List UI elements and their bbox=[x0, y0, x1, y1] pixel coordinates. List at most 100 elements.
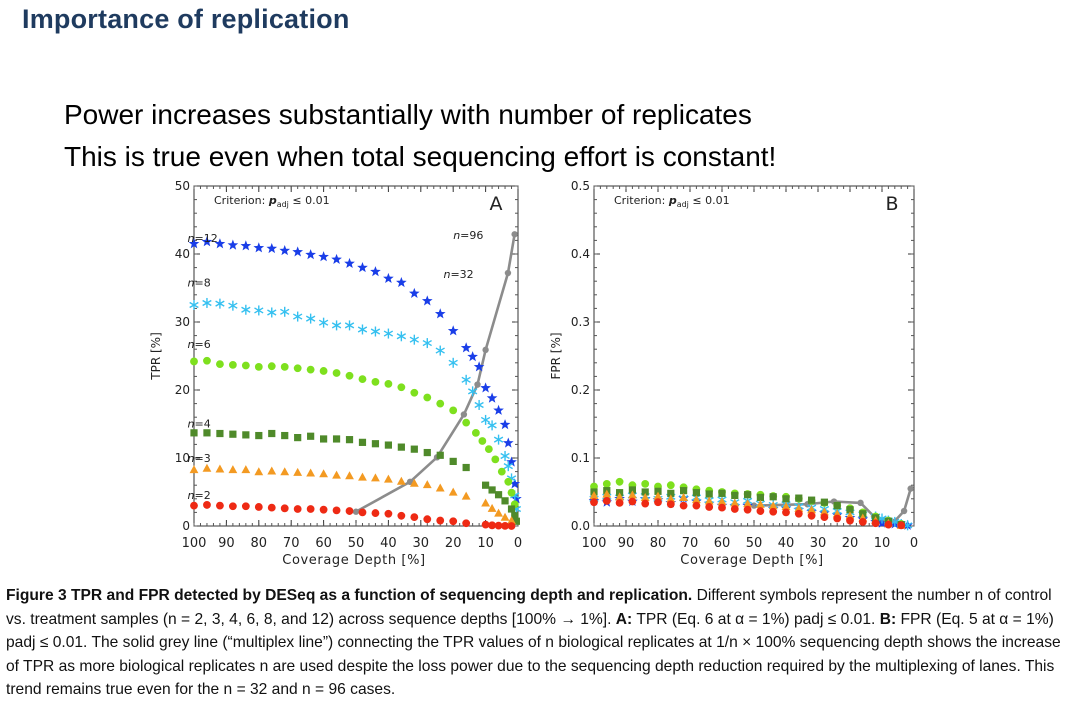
y-tick-label: 0.4 bbox=[571, 247, 590, 261]
annotation-value: =2 bbox=[195, 489, 211, 502]
square-marker bbox=[436, 451, 444, 459]
asterisk-marker bbox=[467, 386, 478, 397]
circle-marker bbox=[332, 369, 341, 377]
asterisk-stroke bbox=[422, 339, 432, 347]
circle-marker bbox=[858, 518, 867, 526]
triangle-marker bbox=[666, 494, 676, 503]
star-marker bbox=[331, 253, 342, 264]
caption-label-a: A: bbox=[615, 610, 633, 628]
circle-marker bbox=[615, 498, 624, 507]
circle-marker bbox=[358, 375, 367, 384]
circle-marker bbox=[280, 362, 289, 371]
star-marker bbox=[434, 308, 446, 319]
triangle-marker bbox=[371, 473, 380, 482]
asterisk-marker bbox=[500, 450, 510, 461]
triangle-marker bbox=[494, 508, 503, 517]
triangle-marker bbox=[448, 487, 458, 496]
circle-marker bbox=[254, 503, 263, 511]
annotation-n: n bbox=[188, 232, 195, 245]
circle-marker bbox=[306, 505, 315, 513]
series-annotation: n=32 bbox=[443, 268, 473, 281]
triangle-marker bbox=[717, 497, 727, 506]
circle-marker bbox=[216, 501, 224, 510]
star-marker bbox=[499, 419, 511, 430]
asterisk-marker bbox=[267, 307, 277, 318]
asterisk-stroke bbox=[448, 359, 458, 366]
asterisk-marker bbox=[370, 326, 381, 337]
circle-marker bbox=[345, 371, 354, 380]
multiplex-point bbox=[900, 507, 908, 515]
circle-marker bbox=[718, 503, 726, 512]
triangle-marker bbox=[756, 499, 765, 508]
panel-label: A bbox=[490, 193, 503, 215]
annotation-n: n bbox=[188, 277, 195, 290]
circle-marker bbox=[501, 521, 509, 530]
circle-marker bbox=[332, 506, 341, 515]
circle-marker bbox=[641, 499, 650, 508]
series-annotation: n=96 bbox=[453, 229, 483, 242]
square-marker bbox=[307, 432, 315, 440]
star-marker bbox=[509, 478, 521, 489]
asterisk-marker bbox=[409, 334, 420, 345]
triangle-marker bbox=[500, 512, 510, 521]
star-marker bbox=[266, 242, 278, 254]
asterisk-stroke bbox=[474, 401, 484, 409]
circle-marker bbox=[384, 509, 393, 518]
square-marker bbox=[320, 435, 328, 443]
square-marker bbox=[501, 497, 509, 505]
asterisk-stroke bbox=[254, 307, 264, 314]
series-n-2 bbox=[590, 496, 906, 530]
caption-title: TPR and FPR detected by DESeq as a funct… bbox=[71, 587, 693, 604]
criterion-subscript: adj bbox=[277, 200, 289, 209]
square-marker bbox=[718, 489, 726, 497]
star-marker bbox=[473, 361, 485, 372]
star-marker bbox=[486, 392, 498, 403]
bullet-list: Power increases substantially with numbe… bbox=[64, 94, 776, 178]
circle-marker bbox=[820, 513, 829, 522]
circle-marker bbox=[267, 362, 276, 371]
y-tick-label: 0.5 bbox=[571, 179, 590, 193]
asterisk-stroke bbox=[503, 463, 513, 470]
triangle-marker bbox=[332, 470, 341, 479]
asterisk-stroke bbox=[493, 436, 504, 443]
circle-marker bbox=[705, 503, 714, 511]
triangle-marker bbox=[228, 465, 238, 474]
star-marker bbox=[370, 266, 381, 277]
series-n-12 bbox=[188, 236, 522, 504]
series-annotation: n=4 bbox=[188, 417, 211, 430]
asterisk-stroke bbox=[500, 452, 510, 460]
triangle-marker bbox=[640, 493, 650, 502]
circle-marker bbox=[484, 445, 493, 454]
asterisk-stroke bbox=[267, 309, 277, 316]
series-annotation: n=8 bbox=[188, 277, 211, 290]
circle-marker bbox=[794, 509, 803, 518]
star-marker bbox=[396, 276, 407, 288]
y-axis-title: TPR [%] bbox=[149, 332, 163, 380]
asterisk-stroke bbox=[215, 300, 225, 307]
x-tick-label: 50 bbox=[348, 536, 365, 551]
square-marker bbox=[229, 430, 237, 438]
triangle-marker bbox=[280, 467, 290, 476]
circle-marker bbox=[478, 437, 487, 445]
triangle-marker bbox=[267, 466, 277, 475]
x-tick-label: 100 bbox=[182, 536, 207, 551]
square-marker bbox=[769, 493, 777, 501]
asterisk-marker bbox=[344, 320, 355, 331]
square-marker bbox=[833, 502, 841, 510]
figure-3: 100 90 80 70 60 50 40 30 20 10 001020304050Coverag… bbox=[149, 179, 918, 568]
y-tick-label: 20 bbox=[175, 383, 190, 397]
x-tick-label: 90 bbox=[618, 536, 635, 551]
square-marker bbox=[255, 431, 263, 440]
square-marker bbox=[507, 505, 516, 513]
circle-marker bbox=[397, 511, 406, 520]
asterisk-marker bbox=[331, 320, 342, 331]
circle-marker bbox=[743, 505, 752, 514]
square-marker bbox=[744, 491, 752, 499]
circle-marker bbox=[507, 522, 516, 530]
series-annotation: n=6 bbox=[188, 338, 211, 351]
series-n-8 bbox=[189, 297, 522, 514]
triangle-marker bbox=[202, 463, 212, 472]
circle-marker bbox=[462, 418, 471, 427]
asterisk-marker bbox=[503, 461, 513, 472]
series-annotation: n=2 bbox=[188, 489, 211, 502]
